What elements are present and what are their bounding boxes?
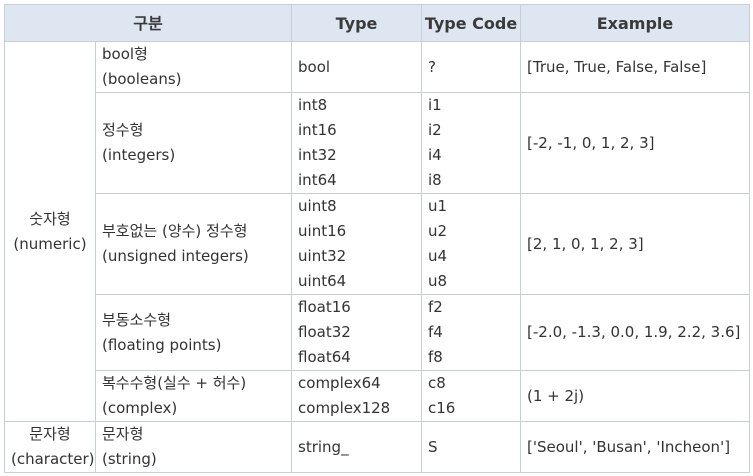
- example-cell: ['Seoul', 'Busan', 'Incheon']: [520, 421, 751, 473]
- type-value: uint32: [298, 247, 347, 265]
- type-value: uint8: [298, 197, 337, 215]
- header-type: Type: [291, 4, 423, 42]
- type-value: bool: [298, 57, 331, 76]
- subcategory-cell: 복수수형(실수 + 허수) (complex): [94, 370, 293, 422]
- subcategory-cell: 부호없는 (양수) 정수형 (unsigned integers): [94, 193, 293, 295]
- header-row: 구분 Type Type Code Example: [3, 4, 751, 42]
- table-row: 문자형 (character) 문자형 (string) string_ S […: [4, 421, 751, 473]
- type-value: uint64: [298, 272, 347, 290]
- example-cell: [-2.0, -1.3, 0.0, 1.9, 2.2, 3.6]: [520, 294, 751, 371]
- type-value: float32: [298, 323, 351, 341]
- subcategory-label: bool형: [102, 45, 148, 63]
- type-code-cell: f2 f4 f8: [421, 294, 522, 371]
- example-cell: (1 + 2j): [520, 370, 751, 422]
- subcategory-label-en: (floating points): [102, 335, 222, 354]
- type-code-value: c16: [428, 399, 456, 417]
- table-row: 부동소수형 (floating points) float16 float32 …: [5, 294, 751, 371]
- type-value: float16: [298, 298, 351, 316]
- subcategory-cell: 정수형 (integers): [94, 92, 293, 194]
- subcategory-label: 정수형: [102, 121, 144, 139]
- type-code-cell: u1 u2 u4 u8: [421, 193, 522, 295]
- type-code-value: c8: [428, 374, 446, 392]
- type-code-value: i8: [428, 171, 442, 189]
- type-code-value: u1: [428, 197, 448, 215]
- type-cell: bool: [291, 41, 423, 93]
- type-code-value: f8: [428, 348, 443, 366]
- type-code-value: i4: [428, 146, 442, 164]
- subcategory-cell: bool형 (booleans): [94, 41, 293, 93]
- group-numeric: 숫자형 (numeric): [4, 41, 96, 422]
- example-cell: [True, True, False, False]: [520, 41, 751, 93]
- subcategory-label: 부동소수형: [102, 310, 172, 329]
- example-cell: [-2, -1, 0, 1, 2, 3]: [520, 92, 751, 194]
- subcategory-label-en: (integers): [102, 146, 176, 164]
- group-label: 문자형: [29, 425, 71, 443]
- type-value: uint16: [298, 222, 347, 240]
- type-code-value: ?: [428, 57, 436, 76]
- type-code-value: i2: [428, 121, 442, 139]
- header-category: 구분: [3, 4, 293, 42]
- type-value: int8: [298, 96, 328, 114]
- type-cell: string_: [291, 421, 423, 473]
- table-row: 숫자형 (numeric) bool형 (booleans) bool ? [T…: [4, 41, 751, 422]
- type-cell: int8 int16 int32 int64: [291, 92, 423, 194]
- header-type-code: Type Code: [421, 4, 522, 42]
- type-code-value: f2: [428, 298, 443, 316]
- subcategory-cell: 문자형 (string): [94, 421, 293, 473]
- type-value: float64: [298, 348, 351, 366]
- subcategory-label-en: (complex): [102, 399, 178, 417]
- type-code-cell: S: [421, 421, 522, 473]
- header-example: Example: [520, 4, 751, 42]
- type-value: complex64: [298, 374, 381, 392]
- type-cell: uint8 uint16 uint32 uint64: [291, 193, 423, 295]
- subcategory-label-en: (string): [102, 450, 157, 468]
- subcategory-label: 복수수형(실수 + 허수): [102, 374, 247, 392]
- subcategory-label: 문자형: [102, 425, 144, 443]
- type-code-value: f4: [428, 323, 443, 341]
- subcategory-cell: 부동소수형 (floating points): [94, 294, 293, 371]
- type-code-value: S: [428, 437, 438, 456]
- type-value: int64: [298, 171, 337, 189]
- table-row: 정수형 (integers) int8 int16 int32 int64 i1…: [5, 92, 751, 194]
- group-label-en: (numeric): [13, 234, 87, 253]
- type-cell: complex64 complex128: [291, 370, 423, 422]
- table-row: 부호없는 (양수) 정수형 (unsigned integers) uint8 …: [5, 193, 751, 295]
- group-label-en: (character): [11, 450, 95, 468]
- type-value: complex128: [298, 399, 391, 417]
- group-label: 숫자형: [29, 209, 71, 228]
- type-code-value: i1: [428, 96, 442, 114]
- type-value: string_: [298, 437, 349, 456]
- type-code-value: u4: [428, 247, 448, 265]
- type-code-cell: ?: [421, 41, 522, 93]
- type-value: int16: [298, 121, 337, 139]
- type-code-value: u2: [428, 222, 448, 240]
- subcategory-label: 부호없는 (양수) 정수형: [102, 222, 248, 240]
- subcategory-label-en: (unsigned integers): [102, 247, 249, 265]
- table-row: 복수수형(실수 + 허수) (complex) complex64 comple…: [5, 370, 751, 422]
- subcategory-label-en: (booleans): [102, 70, 182, 88]
- type-cell: float16 float32 float64: [291, 294, 423, 371]
- group-character: 문자형 (character): [4, 421, 96, 473]
- type-code-value: u8: [428, 272, 448, 290]
- type-value: int32: [298, 146, 337, 164]
- type-code-cell: i1 i2 i4 i8: [421, 92, 522, 194]
- type-code-cell: c8 c16: [421, 370, 522, 422]
- example-cell: [2, 1, 0, 1, 2, 3]: [520, 193, 751, 295]
- dtype-table: 구분 Type Type Code Example 숫자형 (numeric) …: [3, 4, 751, 473]
